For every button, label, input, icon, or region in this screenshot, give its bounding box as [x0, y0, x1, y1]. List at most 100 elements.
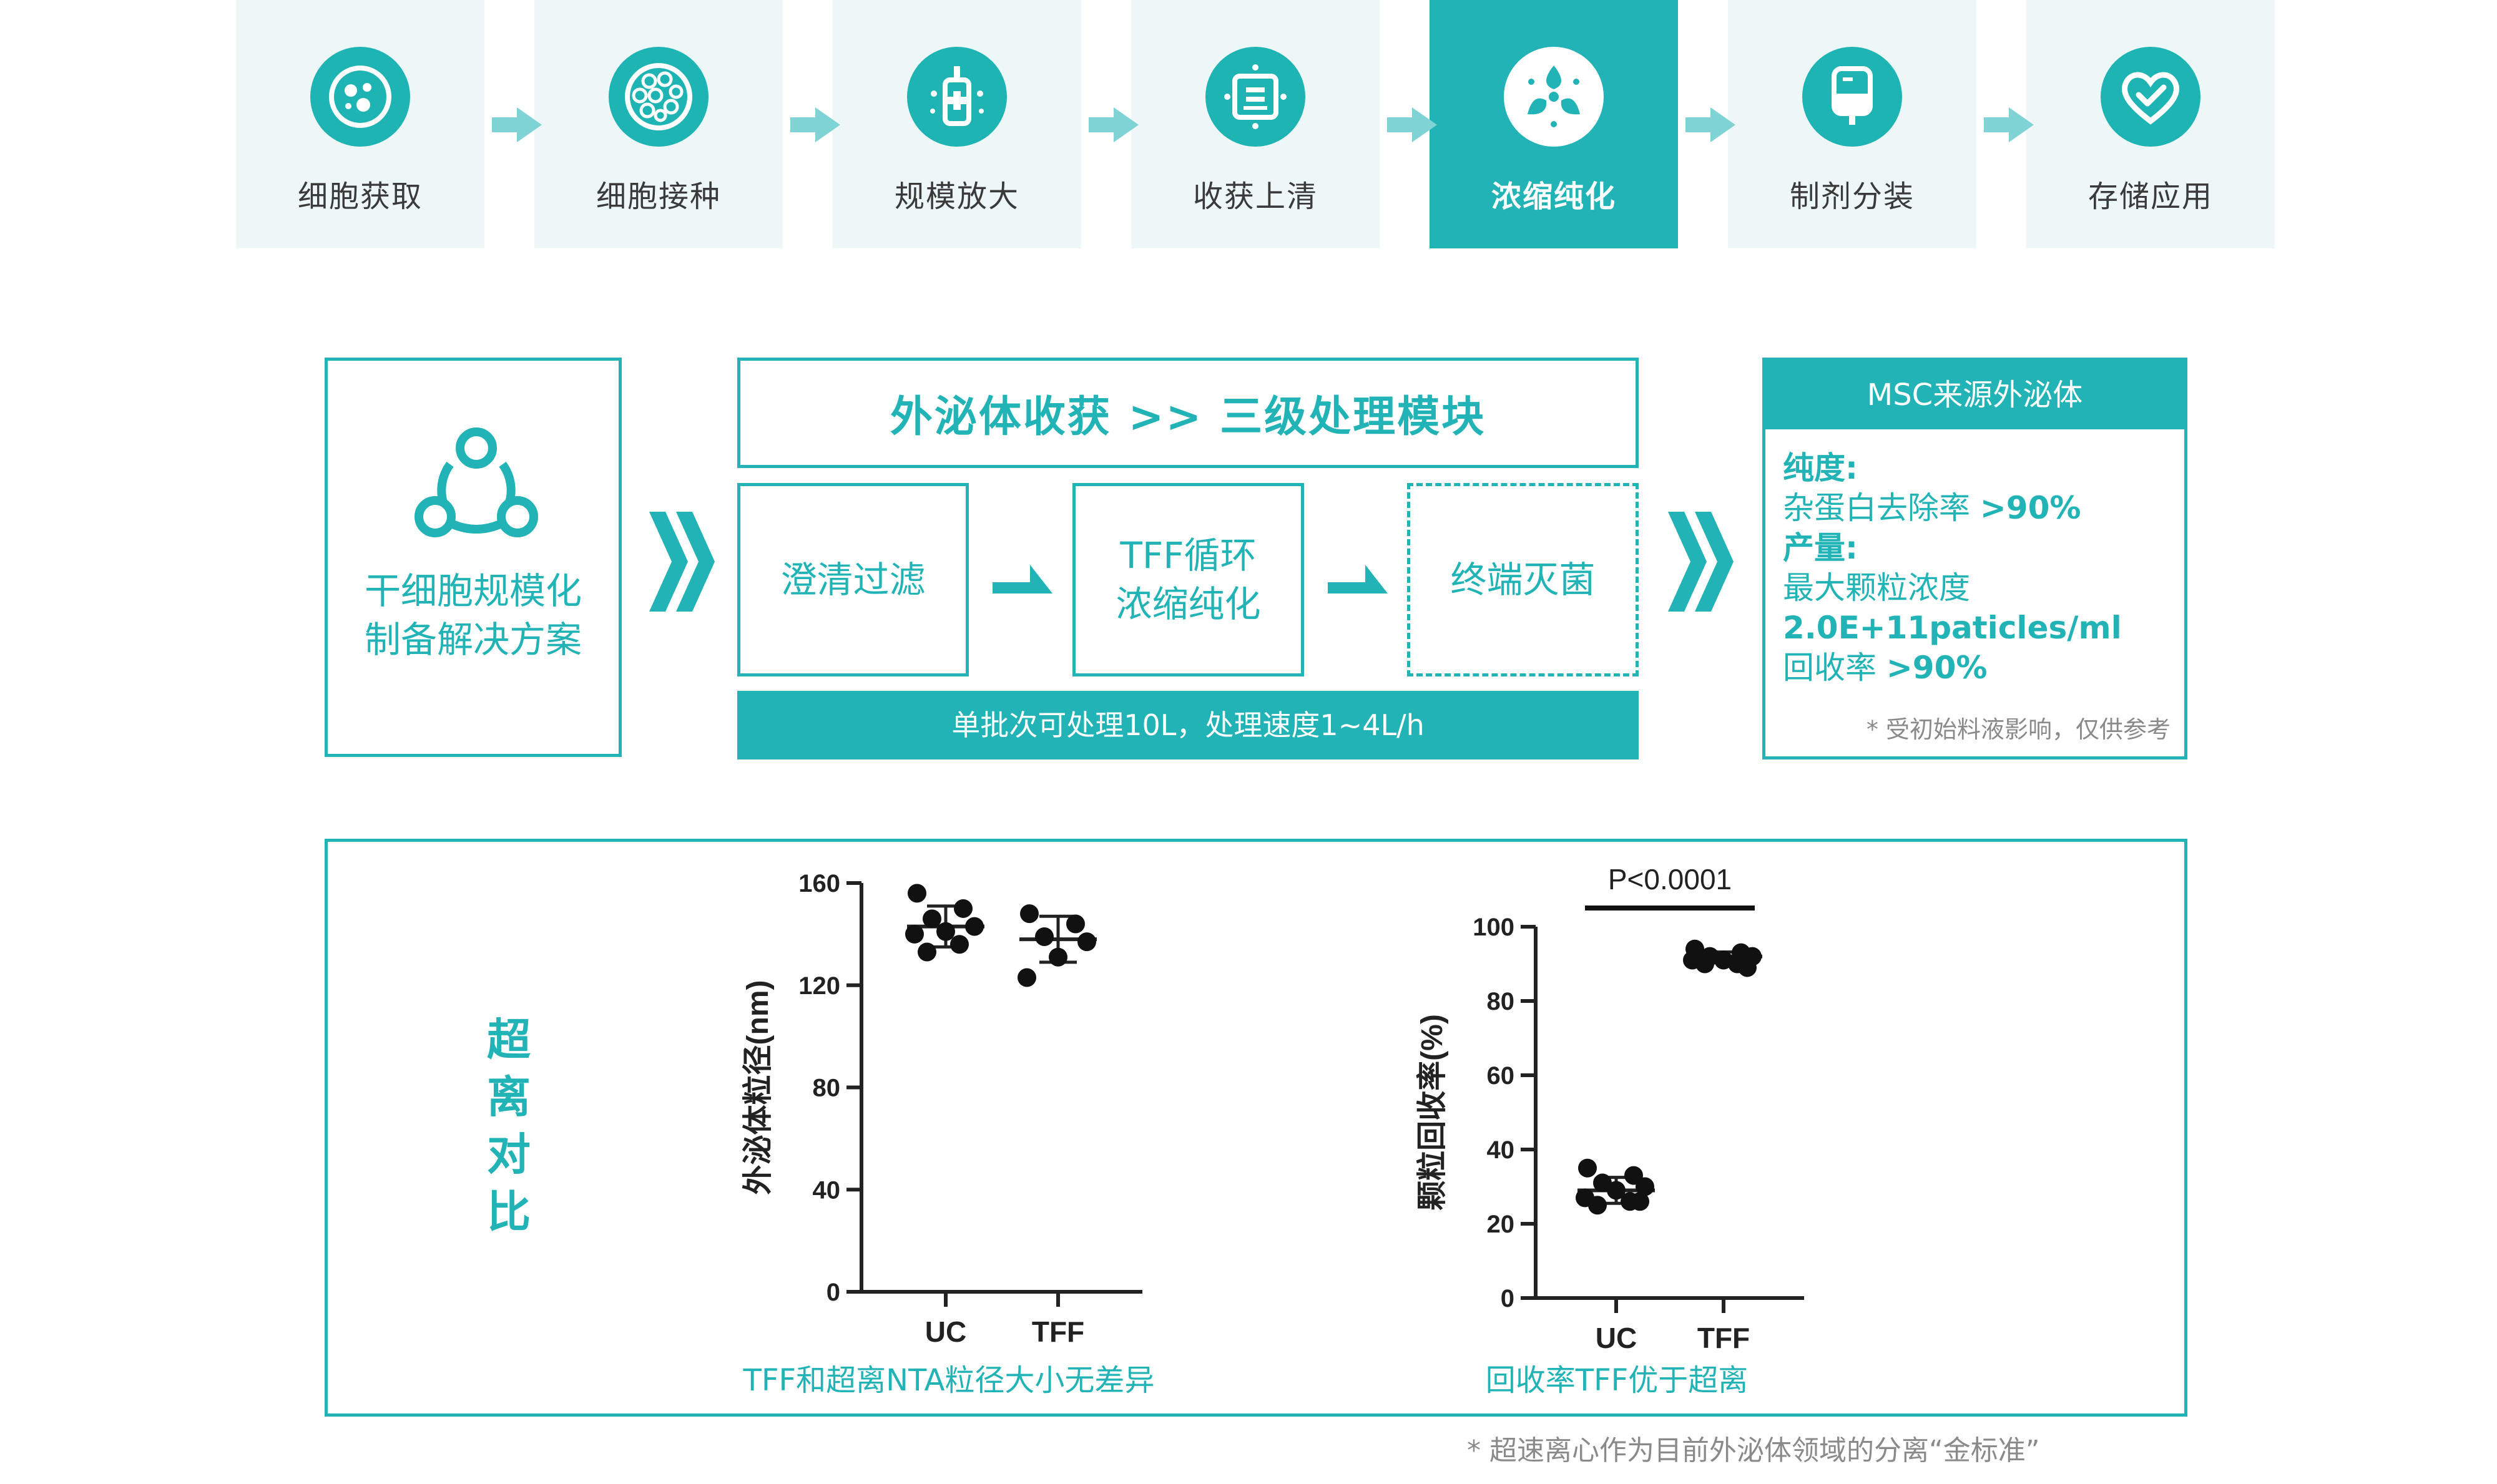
capacity-text: 单批次可处理10L，处理速度1~4L/h [951, 708, 1425, 742]
data-point [965, 917, 984, 936]
stage-sterilization: 终端灭菌 [1407, 483, 1639, 676]
y-tick-label: 40 [1487, 1136, 1515, 1164]
y-tick-label: 40 [813, 1176, 841, 1204]
stage-clarification: 澄清过滤 [737, 483, 969, 676]
chart1-caption: TFF和超离NTA粒径大小无差异 [743, 1363, 1155, 1398]
y-tick-label: 80 [813, 1075, 841, 1102]
msc-header: MSC来源外泌体 [1765, 361, 2184, 429]
step-arrow-icon [790, 107, 840, 142]
title-char: 超 [487, 1014, 531, 1065]
purity-value: >90% [1979, 490, 2081, 526]
data-point [1636, 1177, 1654, 1196]
network-icon [415, 427, 538, 537]
data-point [1018, 968, 1036, 987]
capacity-banner: 单批次可处理10L，处理速度1~4L/h [737, 691, 1639, 759]
step-tile[interactable]: 规模放大 [833, 0, 1081, 248]
yield-value: 2.0E+11paticles/ml [1783, 610, 2122, 646]
harvest-icon [1205, 47, 1305, 147]
data-point [1049, 947, 1067, 967]
data-point [936, 922, 955, 941]
title-char: 离 [487, 1072, 531, 1123]
data-point [1593, 1173, 1612, 1193]
step-tile[interactable]: 存储应用 [2026, 0, 2275, 248]
stage-2-label-1: TFF循环 [1120, 534, 1257, 577]
recovery-text: 回收率 [1783, 650, 1886, 686]
data-point [923, 909, 941, 929]
title-char: 对 [487, 1129, 531, 1180]
x-tick-label: TFF [1032, 1316, 1084, 1348]
comparison-box [325, 839, 2187, 1417]
x-tick-label: TFF [1697, 1322, 1750, 1354]
y-tick-label: 120 [798, 972, 840, 1000]
step-label: 收获上清 [1192, 179, 1318, 214]
y-axis-label: 颗粒回收率(%) [1416, 1014, 1449, 1211]
solution-line-2: 制备解决方案 [364, 618, 582, 661]
x-tick-label: UC [925, 1316, 966, 1348]
data-point [1695, 954, 1714, 974]
msc-header-text: MSC来源外泌体 [1867, 378, 2083, 412]
solution-line-1: 干细胞规模化 [364, 570, 582, 612]
title-char: 比 [487, 1186, 531, 1237]
data-point [1578, 1158, 1597, 1178]
data-point [918, 942, 936, 962]
stage-2-label-2: 浓缩纯化 [1116, 583, 1261, 625]
solution-title: 干细胞规模化 制备解决方案 [328, 567, 619, 664]
msc-box: MSC来源外泌体 纯度: 杂蛋白去除率 >90% 产量: 最大颗粒浓度 2.0E… [1762, 358, 2187, 759]
yield-text: 最大颗粒浓度 [1783, 570, 1970, 606]
stage-tff: TFF循环 浓缩纯化 [1072, 483, 1304, 676]
y-tick-label: 100 [1473, 914, 1514, 941]
stage-1-label: 澄清过滤 [780, 559, 926, 601]
heart-check-icon [2101, 47, 2200, 147]
step-tile[interactable]: 制剂分装 [1728, 0, 1976, 248]
x-tick-label: UC [1596, 1322, 1637, 1354]
cell-seeding-icon [609, 47, 709, 147]
y-tick-label: 80 [1487, 988, 1515, 1015]
solution-box: 干细胞规模化 制备解决方案 [325, 358, 622, 757]
step-label: 规模放大 [894, 179, 1019, 214]
data-point [950, 935, 969, 954]
step-arrow-icon [1685, 107, 1735, 142]
module-title: 外泌体收获 >> 三级处理模块 [890, 393, 1486, 442]
data-point [1035, 927, 1054, 946]
stage-arrow-icon [993, 565, 1052, 593]
stage-3-label: 终端灭菌 [1450, 559, 1596, 601]
y-tick-label: 0 [1501, 1285, 1514, 1312]
y-tick-label: 20 [1487, 1211, 1515, 1238]
y-tick-label: 0 [827, 1279, 840, 1306]
double-chevron-icon [1668, 512, 1734, 612]
data-point [1588, 1196, 1607, 1215]
footnote: * 超速离心作为目前外泌体领域的分离“金标准” [1467, 1435, 2040, 1467]
purity-text: 杂蛋白去除率 [1783, 490, 1980, 526]
comparison-title: 超 离 对 比 [481, 1011, 537, 1241]
yield-label: 产量: [1783, 530, 1858, 566]
chart2-caption: 回收率TFF优于超离 [1485, 1363, 1749, 1398]
msc-note: * 受初始料液影响，仅供参考 [1866, 716, 2171, 743]
step-arrow-icon [1984, 107, 2034, 142]
particle-size-chart: 0 40 80 120 160 外泌体粒径(nm) UC TFF [742, 870, 1142, 1348]
data-point [908, 884, 926, 903]
step-label: 细胞获取 [297, 179, 423, 214]
stage-arrow-icon [1328, 565, 1388, 593]
data-point [1066, 914, 1085, 934]
recovery-rate-chart: 0 20 40 60 80 100 颗粒回收率(%) UC TFF P<0.0001 [1416, 863, 1804, 1354]
step-arrow-icon [492, 107, 542, 142]
step-tile-active[interactable]: 浓缩纯化 [1430, 0, 1678, 248]
step-arrow-icon [1089, 107, 1139, 142]
data-point [905, 924, 924, 944]
y-tick-label: 160 [798, 870, 840, 897]
iv-bag-icon [1802, 47, 1902, 147]
step-tile[interactable]: 细胞获取 [236, 0, 484, 248]
step-tile[interactable]: 收获上清 [1131, 0, 1380, 248]
data-point [1738, 958, 1757, 977]
concentration-icon [1504, 47, 1604, 147]
data-point [1077, 932, 1096, 952]
y-axis-label: 外泌体粒径(nm) [742, 980, 775, 1195]
data-point [1631, 1192, 1649, 1211]
p-value-label: P<0.0001 [1608, 863, 1732, 896]
data-point [1607, 1181, 1626, 1200]
step-tile[interactable]: 细胞接种 [534, 0, 783, 248]
purity-label: 纯度: [1783, 450, 1858, 486]
bioreactor-icon [907, 47, 1007, 147]
step-label: 存储应用 [2087, 179, 2213, 214]
data-point [954, 899, 973, 918]
